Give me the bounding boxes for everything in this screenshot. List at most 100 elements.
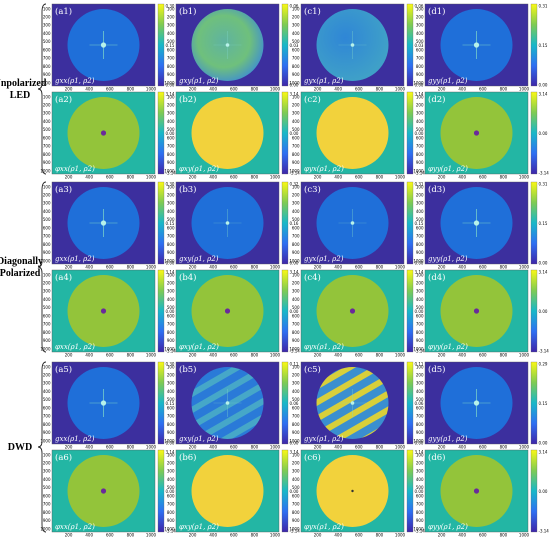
y-tick-label: 500 <box>43 127 51 132</box>
panel-quantity-label: gxy(ρ1, ρ2) <box>179 255 219 263</box>
y-tick-label: 200 <box>416 193 424 198</box>
x-tick-label: 400 <box>458 533 466 538</box>
panel-quantity-label: φxy(ρ1, ρ2) <box>179 343 219 351</box>
panel-c6: 100 200 300 400 500 600 700 800 900 1000 200 400 600… <box>289 450 425 538</box>
x-tick-label: 600 <box>355 353 363 358</box>
y-tick-label: 600 <box>43 405 51 410</box>
y-tick-label: 700 <box>292 56 300 61</box>
y-tick-label: 400 <box>167 209 175 214</box>
y-tick-label: 1000 <box>164 168 175 173</box>
group-label-text: DWD <box>8 442 32 453</box>
colorbar-tick-label: 0.15 <box>539 43 548 48</box>
x-tick-label: 800 <box>376 445 384 450</box>
y-tick-label: 1000 <box>40 80 51 85</box>
x-tick-label: 400 <box>334 445 342 450</box>
y-tick-label: 300 <box>167 23 175 28</box>
y-tick-label: 400 <box>43 477 51 482</box>
y-tick-label: 100 <box>167 452 175 457</box>
y-tick-label: 100 <box>43 94 51 99</box>
x-tick-label: 400 <box>209 445 217 450</box>
panel-tag: (b5) <box>179 364 196 375</box>
y-tick-label: 600 <box>292 405 300 410</box>
center-spot <box>473 400 480 406</box>
center-spot <box>100 400 107 406</box>
y-tick-label: 600 <box>416 313 424 318</box>
x-tick-label: 400 <box>334 175 342 180</box>
x-tick-label: 800 <box>376 353 384 358</box>
colorbar-tick-label: 0.32 <box>290 182 299 187</box>
y-tick-label: 200 <box>416 281 424 286</box>
y-tick-label: 800 <box>292 152 300 157</box>
y-tick-label: 800 <box>167 64 175 69</box>
x-tick-label: 600 <box>230 175 238 180</box>
colorbar <box>406 91 414 175</box>
panel-quantity-label: gxy(ρ1, ρ2) <box>179 435 219 443</box>
colorbar <box>530 181 538 265</box>
y-tick-label: 200 <box>416 103 424 108</box>
y-tick-label: 700 <box>167 322 175 327</box>
y-tick-label: 900 <box>167 518 175 523</box>
panel-a2: 100 200 300 400 500 600 700 800 900 1000 200 400 600… <box>40 92 176 180</box>
x-tick-label: 800 <box>500 175 508 180</box>
colorbar-tick-label: 0.15 <box>166 221 175 226</box>
colorbar-tick-label: -3.14 <box>415 529 426 534</box>
x-tick-label: 600 <box>106 533 114 538</box>
y-tick-label: 700 <box>292 414 300 419</box>
colorbar-tick-label: 0.00 <box>539 261 548 266</box>
y-tick-label: 900 <box>167 72 175 77</box>
panel-tag: (a2) <box>55 94 72 105</box>
colorbar-tick-label: 3.14 <box>415 92 424 97</box>
panel-d6: 100 200 300 400 500 600 700 800 900 1000 200 400 600… <box>413 450 549 538</box>
x-tick-label: 200 <box>189 87 197 92</box>
panel-quantity-label: φxy(ρ1, ρ2) <box>179 523 219 531</box>
y-tick-label: 700 <box>416 502 424 507</box>
panel-quantity-label: φxx(ρ1, ρ2) <box>55 523 95 531</box>
x-tick-label: 1000 <box>270 353 281 358</box>
y-tick-label: 100 <box>167 6 175 11</box>
y-tick-label: 500 <box>292 305 300 310</box>
y-tick-label: 900 <box>43 430 51 435</box>
panel-quantity-label: gxx(ρ1, ρ2) <box>55 435 95 443</box>
y-tick-label: 700 <box>416 322 424 327</box>
panel-quantity-label: φyx(ρ1, ρ2) <box>304 343 344 351</box>
x-tick-label: 800 <box>127 533 135 538</box>
y-tick-label: 200 <box>43 373 51 378</box>
y-tick-label: 100 <box>167 272 175 277</box>
y-tick-label: 200 <box>292 281 300 286</box>
colorbar <box>406 449 414 533</box>
colorbar-tick-label: 0.00 <box>166 131 175 136</box>
x-tick-label: 200 <box>314 353 322 358</box>
x-tick-label: 200 <box>438 533 446 538</box>
y-tick-label: 500 <box>292 39 300 44</box>
panel-a5: 100 200 300 400 500 600 700 800 900 1000 200 400 600… <box>40 362 175 450</box>
panel-tag: (b6) <box>179 452 196 463</box>
colorbar-tick-label: 3.14 <box>539 92 548 97</box>
panel-tag: (c2) <box>304 94 321 105</box>
y-tick-label: 500 <box>167 485 175 490</box>
y-tick-label: 800 <box>416 422 424 427</box>
y-tick-label: 1000 <box>40 438 51 443</box>
colorbar <box>157 3 165 87</box>
colorbar <box>157 361 165 445</box>
colorbar-tick-label: 0.31 <box>539 182 548 187</box>
panel-c2: 100 200 300 400 500 600 700 800 900 1000 200 400 600… <box>289 92 425 180</box>
x-tick-label: 1000 <box>395 445 406 450</box>
y-tick-label: 200 <box>167 281 175 286</box>
x-tick-label: 400 <box>85 533 93 538</box>
panel-d3: 100 200 300 400 500 600 700 800 900 1000 200 400 600… <box>413 182 548 270</box>
y-tick-label: 700 <box>43 144 51 149</box>
y-tick-label: 900 <box>292 160 300 165</box>
y-tick-label: 600 <box>167 405 175 410</box>
colorbar-tick-label: 0.16 <box>290 221 299 226</box>
colorbar-tick-label: 3.14 <box>290 92 299 97</box>
x-tick-label: 1000 <box>146 265 157 270</box>
x-tick-label: 800 <box>500 87 508 92</box>
colorbar-tick-label: -3.14 <box>290 171 301 176</box>
panel-tag: (a6) <box>55 452 72 463</box>
panel-quantity-label: gyx(ρ1, ρ2) <box>304 255 344 263</box>
group-brace <box>37 3 47 175</box>
colorbar-tick-label: 0.00 <box>415 131 424 136</box>
center-spot <box>350 221 355 225</box>
panel-b6: 100 200 300 400 500 600 700 800 900 1000 200 400 600… <box>164 450 300 538</box>
